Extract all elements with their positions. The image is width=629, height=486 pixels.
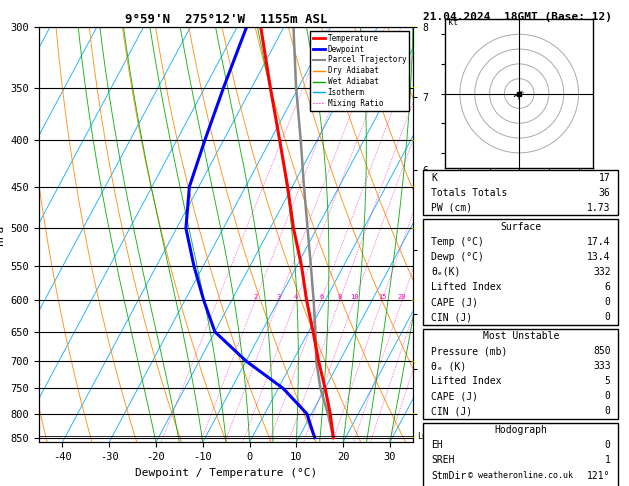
Text: Lifted Index: Lifted Index	[431, 282, 501, 292]
Text: Most Unstable: Most Unstable	[482, 331, 559, 341]
Text: —: —	[410, 137, 418, 143]
Text: 36: 36	[599, 188, 611, 198]
Text: 0: 0	[604, 312, 611, 322]
Text: 6: 6	[604, 282, 611, 292]
Text: 21.04.2024  18GMT (Base: 12): 21.04.2024 18GMT (Base: 12)	[423, 12, 612, 22]
Text: 5: 5	[604, 376, 611, 386]
Text: 0: 0	[604, 391, 611, 401]
Y-axis label: hPa: hPa	[0, 225, 5, 244]
Text: —: —	[410, 434, 418, 441]
Text: —: —	[410, 85, 418, 90]
Text: CAPE (J): CAPE (J)	[431, 391, 478, 401]
Text: —: —	[410, 358, 418, 364]
Text: 2: 2	[253, 294, 257, 300]
Text: Dewp (°C): Dewp (°C)	[431, 252, 484, 262]
Text: PW (cm): PW (cm)	[431, 203, 472, 213]
FancyBboxPatch shape	[423, 219, 618, 325]
Text: SREH: SREH	[431, 455, 455, 466]
Text: Hodograph: Hodograph	[494, 425, 547, 435]
Text: 20: 20	[398, 294, 406, 300]
Text: 13.4: 13.4	[587, 252, 611, 262]
Text: —: —	[410, 24, 418, 30]
Text: 17: 17	[599, 173, 611, 183]
Text: θₑ (K): θₑ (K)	[431, 361, 466, 371]
Text: Totals Totals: Totals Totals	[431, 188, 508, 198]
Text: Surface: Surface	[500, 222, 542, 232]
Text: —: —	[410, 226, 418, 231]
Text: Lifted Index: Lifted Index	[431, 376, 501, 386]
Text: © weatheronline.co.uk: © weatheronline.co.uk	[469, 471, 573, 480]
Text: K: K	[431, 173, 437, 183]
Text: 8: 8	[338, 294, 342, 300]
Text: 15: 15	[378, 294, 386, 300]
Text: 10: 10	[350, 294, 359, 300]
Text: 17.4: 17.4	[587, 237, 611, 247]
Text: 3: 3	[277, 294, 281, 300]
Text: StmDir: StmDir	[431, 470, 466, 481]
Text: 332: 332	[593, 267, 611, 277]
Text: 0: 0	[604, 440, 611, 451]
Text: 121°: 121°	[587, 470, 611, 481]
Text: EH: EH	[431, 440, 443, 451]
Text: Temp (°C): Temp (°C)	[431, 237, 484, 247]
Text: kt: kt	[448, 18, 458, 27]
Text: 0: 0	[604, 406, 611, 417]
FancyBboxPatch shape	[423, 170, 618, 215]
Text: —: —	[410, 184, 418, 190]
X-axis label: Dewpoint / Temperature (°C): Dewpoint / Temperature (°C)	[135, 468, 317, 478]
Text: 1: 1	[604, 455, 611, 466]
Text: 1.73: 1.73	[587, 203, 611, 213]
Text: Mixing Ratio (g/kg): Mixing Ratio (g/kg)	[457, 183, 467, 286]
Text: Pressure (mb): Pressure (mb)	[431, 346, 508, 356]
Legend: Temperature, Dewpoint, Parcel Trajectory, Dry Adiabat, Wet Adiabat, Isotherm, Mi: Temperature, Dewpoint, Parcel Trajectory…	[310, 31, 409, 111]
Text: LCL: LCL	[417, 432, 432, 440]
Text: 333: 333	[593, 361, 611, 371]
Text: —: —	[410, 411, 418, 417]
Text: CAPE (J): CAPE (J)	[431, 297, 478, 307]
Text: θₑ(K): θₑ(K)	[431, 267, 460, 277]
FancyBboxPatch shape	[423, 423, 618, 486]
Text: 4: 4	[294, 294, 298, 300]
Text: 6: 6	[319, 294, 323, 300]
Text: CIN (J): CIN (J)	[431, 406, 472, 417]
Text: CIN (J): CIN (J)	[431, 312, 472, 322]
FancyBboxPatch shape	[423, 329, 618, 419]
Y-axis label: km
ASL: km ASL	[431, 226, 452, 243]
Text: —: —	[410, 297, 418, 303]
Title: 9°59'N  275°12'W  1155m ASL: 9°59'N 275°12'W 1155m ASL	[125, 13, 327, 26]
Text: 0: 0	[604, 297, 611, 307]
Text: 850: 850	[593, 346, 611, 356]
